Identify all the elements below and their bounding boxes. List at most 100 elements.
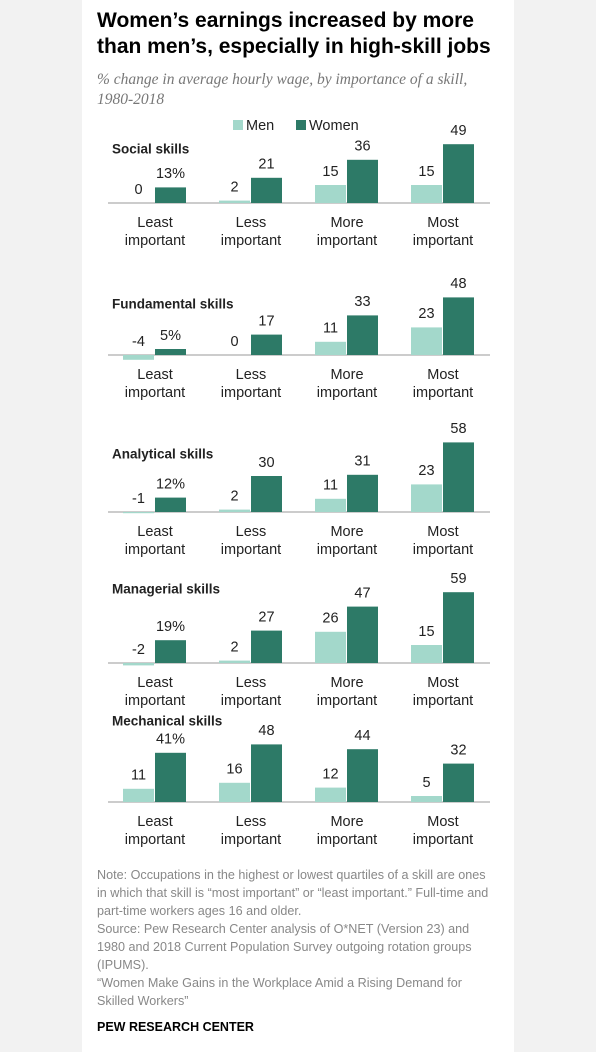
bar bbox=[315, 498, 346, 512]
value-label: 30 bbox=[258, 455, 274, 471]
footer: PEW RESEARCH CENTER bbox=[97, 1020, 254, 1034]
bar bbox=[123, 788, 154, 802]
value-label: 27 bbox=[258, 609, 274, 625]
bar bbox=[251, 744, 282, 802]
value-label: 31 bbox=[354, 454, 370, 470]
charts: Men Women Social skills Least important Les… bbox=[108, 118, 490, 848]
value-label: 44 bbox=[354, 728, 370, 744]
value-label: 2 bbox=[230, 488, 238, 504]
bar bbox=[411, 796, 442, 802]
title: Women’s earnings increased by more than … bbox=[97, 9, 491, 58]
legend-label: Men bbox=[246, 118, 274, 134]
note: Note: Occupations in the highest or lowe… bbox=[97, 868, 489, 918]
bar bbox=[251, 476, 282, 512]
x-tick-label: More important bbox=[317, 367, 377, 401]
bar bbox=[443, 592, 474, 663]
value-label: 11 bbox=[323, 478, 338, 494]
value-label: 5 bbox=[422, 775, 430, 791]
value-label: 12 bbox=[322, 766, 338, 782]
value-label: -2 bbox=[132, 642, 145, 658]
value-label: -4 bbox=[132, 334, 145, 350]
x-tick-label: Most important bbox=[413, 215, 473, 249]
x-tick-label: Most important bbox=[413, 814, 473, 848]
bar bbox=[219, 782, 250, 802]
bar bbox=[411, 185, 442, 203]
bar bbox=[251, 334, 282, 355]
panel-title: Social skills bbox=[112, 142, 189, 157]
bar bbox=[443, 144, 474, 203]
value-label: 49 bbox=[450, 123, 466, 139]
value-label: 36 bbox=[354, 139, 370, 155]
x-tick-label: Least important bbox=[125, 524, 185, 558]
legend-label: Women bbox=[309, 118, 359, 134]
card bbox=[82, 0, 514, 1052]
bar bbox=[251, 177, 282, 203]
notes: Note: Occupations in the highest or lowe… bbox=[97, 866, 497, 1010]
legend-swatch-men bbox=[233, 120, 243, 130]
bar bbox=[219, 660, 250, 663]
x-tick-label: More important bbox=[317, 675, 377, 709]
value-label: 23 bbox=[418, 306, 434, 322]
panel-title: Analytical skills bbox=[112, 447, 213, 462]
value-label: 59 bbox=[450, 571, 466, 587]
bar bbox=[155, 497, 186, 512]
x-tick-label: Least important bbox=[125, 367, 185, 401]
bar bbox=[251, 630, 282, 663]
value-label: 47 bbox=[354, 585, 370, 601]
x-tick-label: Most important bbox=[413, 675, 473, 709]
value-label: 19% bbox=[156, 619, 185, 635]
value-label: 17 bbox=[258, 313, 274, 329]
bar bbox=[315, 787, 346, 802]
bar bbox=[347, 315, 378, 355]
bar bbox=[347, 474, 378, 512]
x-tick-label: Least important bbox=[125, 675, 185, 709]
bar bbox=[123, 355, 154, 360]
panel-title: Fundamental skills bbox=[112, 297, 234, 312]
x-tick-label: Most important bbox=[413, 367, 473, 401]
bar bbox=[347, 606, 378, 663]
value-label: -1 bbox=[132, 491, 145, 507]
bar bbox=[443, 297, 474, 355]
x-tick-label: Less important bbox=[221, 814, 281, 848]
bar bbox=[315, 341, 346, 355]
value-label: 2 bbox=[230, 179, 238, 195]
x-tick-label: Least important bbox=[125, 814, 185, 848]
value-label: 0 bbox=[230, 334, 238, 350]
x-tick-label: Less important bbox=[221, 367, 281, 401]
x-tick-label: Less important bbox=[221, 675, 281, 709]
bar bbox=[155, 187, 186, 203]
value-label: 48 bbox=[450, 276, 466, 292]
value-label: 13% bbox=[156, 166, 185, 182]
value-label: 33 bbox=[354, 294, 370, 310]
bar bbox=[123, 512, 154, 514]
note: “Women Make Gains in the Workplace Amid … bbox=[97, 976, 462, 1008]
value-label: 11 bbox=[131, 768, 146, 784]
value-label: 15 bbox=[418, 624, 434, 640]
x-tick-label: Least important bbox=[125, 215, 185, 249]
x-tick-label: More important bbox=[317, 814, 377, 848]
x-tick-label: More important bbox=[317, 524, 377, 558]
bar bbox=[155, 349, 186, 355]
value-label: 0 bbox=[134, 182, 142, 198]
x-tick-label: Less important bbox=[221, 215, 281, 249]
bar bbox=[219, 200, 250, 203]
bar bbox=[315, 185, 346, 203]
value-label: 26 bbox=[322, 611, 338, 627]
note: Source: Pew Research Center analysis of … bbox=[97, 922, 472, 972]
value-label: 5% bbox=[160, 328, 181, 344]
bar bbox=[219, 509, 250, 512]
bar bbox=[347, 749, 378, 802]
bar bbox=[123, 663, 154, 666]
bar bbox=[155, 640, 186, 663]
bar bbox=[411, 327, 442, 355]
value-label: 12% bbox=[156, 476, 185, 492]
value-label: 11 bbox=[323, 321, 338, 337]
value-label: 23 bbox=[418, 463, 434, 479]
value-label: 32 bbox=[450, 742, 466, 758]
value-label: 21 bbox=[258, 157, 274, 173]
bar bbox=[315, 631, 346, 663]
value-label: 16 bbox=[226, 762, 242, 778]
value-label: 41% bbox=[156, 732, 185, 748]
bar bbox=[443, 442, 474, 512]
